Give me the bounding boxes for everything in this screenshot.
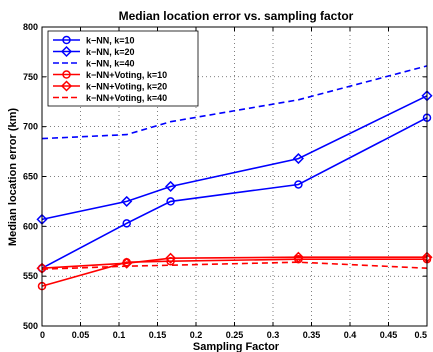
legend-entry: k−NN, k=10 (53, 35, 135, 45)
x-tick-label: 0.4 (344, 330, 357, 340)
x-tick-label: 0.5 (414, 330, 427, 340)
legend-label: k−NN+Voting, k=10 (86, 70, 167, 80)
legend-entry: k−NN, k=40 (53, 58, 135, 68)
y-tick-label: 500 (23, 321, 38, 331)
series-line (41, 116, 428, 269)
chart-title: Median location error vs. sampling facto… (119, 9, 354, 23)
series-line (41, 258, 427, 287)
y-tick-label: 700 (23, 122, 38, 132)
y-tick-label: 800 (23, 22, 38, 32)
diamond-marker (292, 152, 304, 165)
diamond-marker (60, 45, 73, 58)
x-tick-label: 0 (40, 330, 45, 340)
diamond-marker (165, 180, 177, 193)
legend-box (47, 30, 199, 107)
x-tick-label: 0.15 (149, 330, 167, 340)
x-tick-label: 0.2 (190, 330, 203, 340)
legend-label: k−NN+Voting, k=20 (86, 81, 167, 91)
series-line (41, 65, 428, 140)
diamond-marker (165, 252, 177, 264)
x-tick-label: 0.3 (267, 330, 280, 340)
x-axis-label: Sampling Factor (193, 341, 280, 352)
x-tick-label: 0.45 (380, 330, 398, 340)
diamond-marker (292, 251, 304, 263)
circle-marker (62, 70, 71, 79)
data-series (41, 65, 428, 140)
legend-entry: k−NN+Voting, k=40 (53, 93, 167, 103)
diamond-marker (121, 195, 133, 207)
x-tick-label: 0.1 (113, 330, 126, 340)
y-tick-label: 550 (23, 271, 38, 281)
legend-label: k−NN+Voting, k=40 (86, 93, 167, 103)
diamond-marker (60, 80, 73, 92)
circle-marker (122, 219, 131, 228)
axis-ticks: 500 550 600 650 700 750 800 0 0.05 0.1 0.15 0.2 0.25… (23, 22, 428, 340)
data-series (36, 251, 433, 274)
y-tick-label: 650 (23, 172, 38, 182)
y-tick-label: 600 (23, 221, 38, 231)
legend-label: k−NN, k=40 (86, 58, 135, 68)
circle-marker (166, 197, 175, 206)
legend-entry: k−NN+Voting, k=10 (53, 70, 167, 80)
circle-marker (294, 180, 303, 189)
grid (42, 27, 427, 326)
legend: k−NN, k=10 k−NN, k=20k−NN, k=40 k−NN+Votin… (47, 30, 199, 107)
series-lines (36, 65, 433, 291)
diamond-marker (121, 257, 133, 269)
x-tick-label: 0.25 (226, 330, 244, 340)
series-line (41, 95, 428, 221)
x-tick-label: 0.35 (303, 330, 321, 340)
legend-label: k−NN, k=10 (86, 35, 135, 45)
y-tick-label: 750 (23, 72, 38, 82)
legend-label: k−NN, k=20 (86, 47, 135, 57)
series-line (41, 256, 427, 269)
legend-entry: k−NN, k=20 (53, 45, 135, 58)
x-tick-label: 0.05 (72, 330, 90, 340)
legend-entry: k−NN+Voting, k=20 (53, 80, 167, 92)
y-axis-label: Median location error (km) (7, 108, 19, 246)
circle-marker (62, 35, 71, 45)
